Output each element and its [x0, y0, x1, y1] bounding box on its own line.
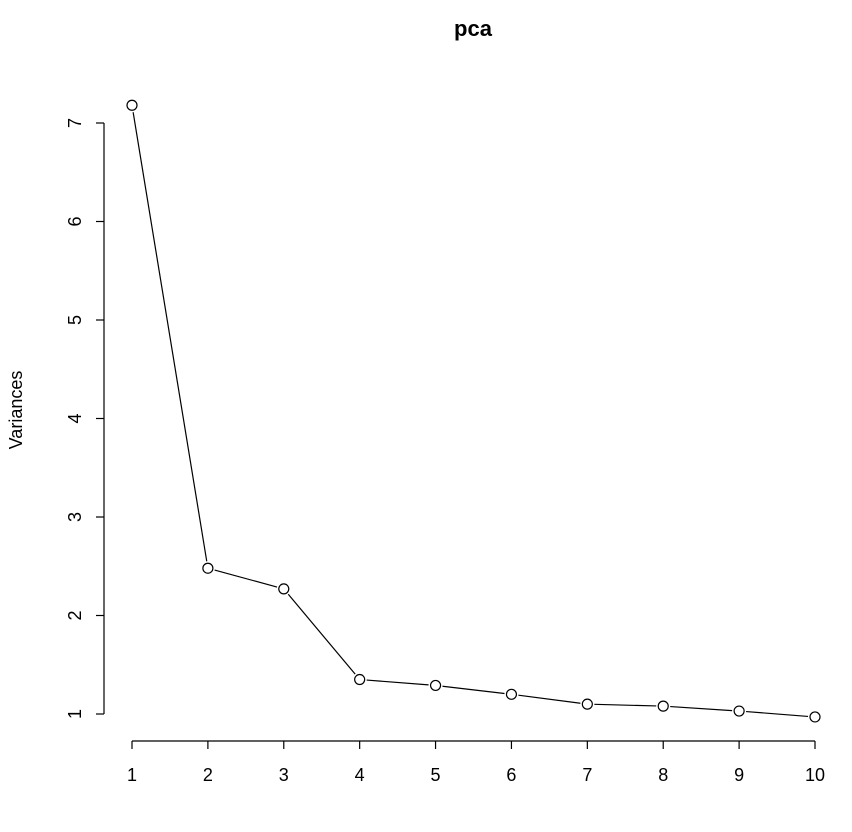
x-tick-label: 3	[279, 765, 289, 785]
data-point	[429, 679, 442, 692]
series-segment	[746, 710, 809, 718]
x-tick-label: 10	[805, 765, 825, 785]
series-segment	[214, 569, 278, 588]
data-point	[505, 688, 518, 700]
variance-series	[126, 99, 821, 723]
series-segment	[442, 685, 505, 695]
x-tick-label: 6	[506, 765, 516, 785]
data-point	[202, 562, 214, 574]
y-tick-label: 1	[65, 709, 85, 719]
y-tick-label: 7	[65, 118, 85, 128]
x-tick-label: 1	[127, 765, 137, 785]
y-tick-label: 3	[65, 512, 85, 522]
y-tick-label: 4	[65, 413, 85, 423]
series-segment	[670, 705, 733, 712]
data-point	[657, 700, 669, 712]
data-point	[126, 99, 138, 111]
data-point	[278, 583, 290, 595]
data-point	[581, 698, 593, 710]
x-tick-label: 5	[431, 765, 441, 785]
data-point	[809, 711, 821, 723]
series-segment	[594, 703, 657, 707]
chart-title: pca	[454, 16, 493, 41]
y-axis: 1 2 3 4 5 6 7	[65, 118, 105, 719]
series-segment	[132, 112, 208, 562]
data-point	[733, 705, 745, 717]
x-axis: 1 2 3 4 5 6 7 8 9 10	[127, 740, 825, 785]
x-tick-label: 4	[355, 765, 365, 785]
y-axis-label: Variances	[6, 371, 26, 450]
y-tick-label: 6	[65, 216, 85, 226]
x-tick-label: 2	[203, 765, 213, 785]
series-segment	[366, 679, 429, 686]
y-tick-label: 5	[65, 315, 85, 325]
data-point	[354, 673, 366, 686]
series-segment	[287, 593, 356, 675]
x-tick-label: 7	[582, 765, 592, 785]
series-segment	[518, 694, 581, 704]
y-tick-label: 2	[65, 610, 85, 620]
x-tick-label: 8	[658, 765, 668, 785]
x-tick-label: 9	[734, 765, 744, 785]
